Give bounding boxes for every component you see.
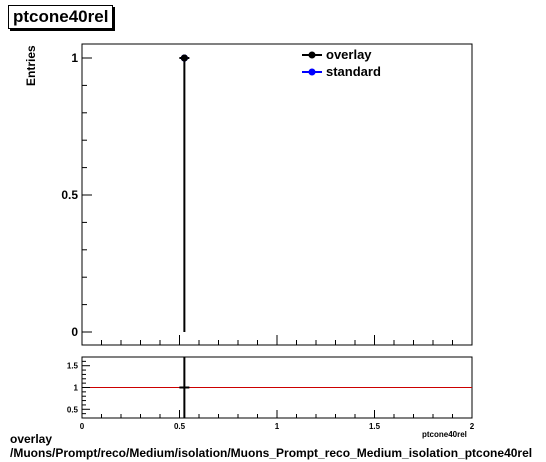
y-tick-label: 0.5 xyxy=(61,188,78,202)
chart-title: ptcone40rel xyxy=(8,5,114,29)
x-tick-label: 0.5 xyxy=(174,422,186,431)
footer-sample-label: overlay xyxy=(10,432,53,446)
x-tick-label: 0 xyxy=(80,422,85,431)
data-point-overlay-top xyxy=(180,54,188,62)
main-plot-frame xyxy=(81,43,473,346)
ratio-y-tick-label: 0.5 xyxy=(67,405,79,414)
x-tick-label: 1.5 xyxy=(369,422,381,431)
y-tick-label: 1 xyxy=(71,51,78,65)
footer-histogram-path: /Muons/Prompt/reco/Medium/isolation/Muon… xyxy=(10,446,533,460)
legend-marker-overlay xyxy=(308,51,316,59)
legend-marker-standard xyxy=(308,68,316,76)
y-tick-label: 0 xyxy=(71,325,78,339)
legend-label-standard: standard xyxy=(326,64,381,79)
legend-label-overlay: overlay xyxy=(326,47,372,62)
x-tick-label: 1 xyxy=(275,422,280,431)
x-tick-label: 2 xyxy=(470,422,475,431)
ratio-y-tick-label: 1 xyxy=(74,384,79,393)
x-axis-label: ptcone40rel xyxy=(422,430,467,439)
ratio-y-tick-label: 1.5 xyxy=(67,362,79,371)
